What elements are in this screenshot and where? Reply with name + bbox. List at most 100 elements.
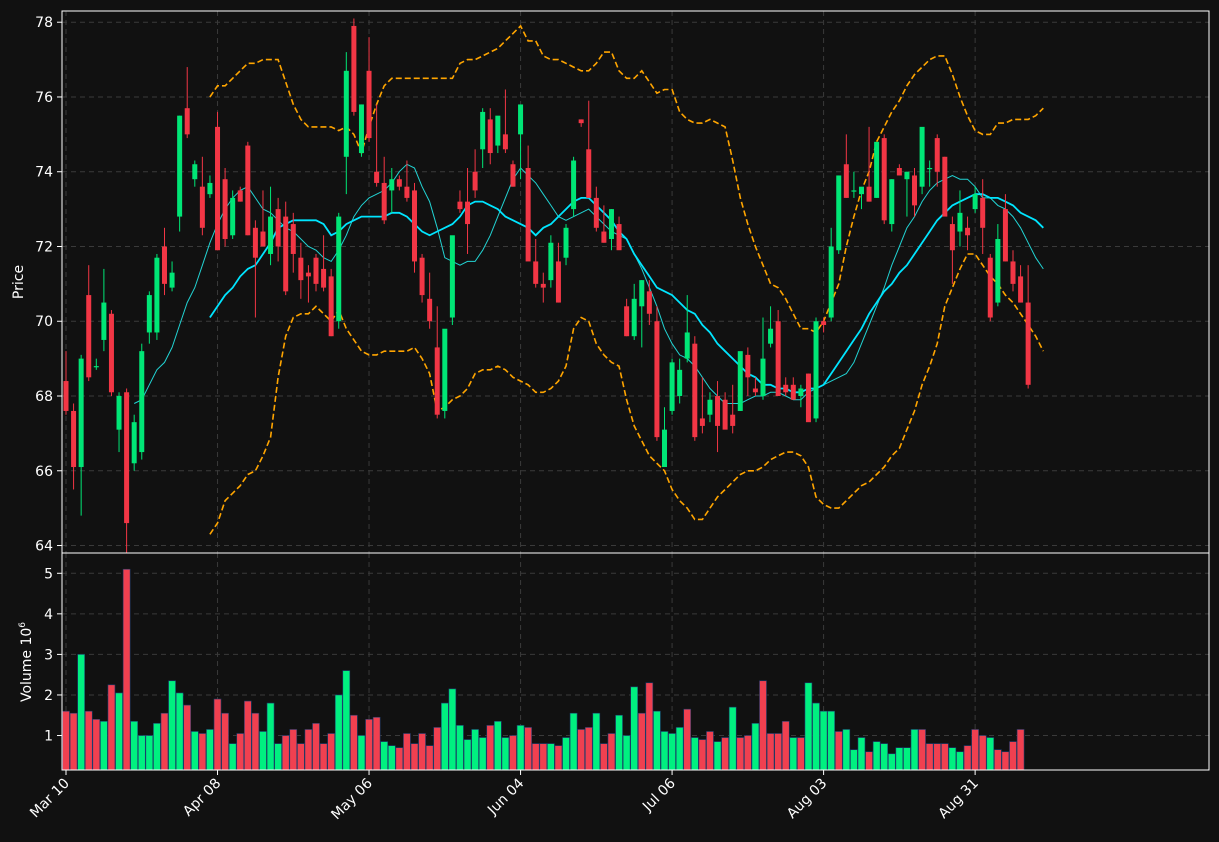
volume-bar xyxy=(190,731,199,771)
volume-bar xyxy=(115,692,123,771)
candle-body xyxy=(692,343,698,438)
candle-body xyxy=(146,295,152,333)
candlestick xyxy=(1025,265,1031,389)
volume-bar xyxy=(387,745,396,771)
candle-body xyxy=(71,410,77,468)
price-tick-label: 64 xyxy=(35,539,53,555)
candlestick xyxy=(836,175,842,254)
candlestick xyxy=(571,156,577,217)
candle-body xyxy=(624,306,630,337)
candlestick xyxy=(215,111,221,251)
candlestick xyxy=(942,156,948,217)
candle-body xyxy=(805,373,811,423)
volume-bar xyxy=(509,735,517,771)
candlestick xyxy=(146,291,152,344)
candlestick xyxy=(245,141,251,236)
candlestick xyxy=(487,108,493,165)
candle-body xyxy=(813,321,819,419)
candle-body xyxy=(533,261,539,284)
volume-bar xyxy=(941,743,949,771)
volume-bar xyxy=(69,712,78,771)
volume-bar xyxy=(736,737,745,771)
candlestick xyxy=(184,67,190,139)
candlestick xyxy=(328,268,334,337)
candlestick xyxy=(116,392,122,453)
candle-body xyxy=(798,388,804,397)
volume-bar xyxy=(887,753,896,771)
candlestick xyxy=(934,134,940,187)
volume-bar xyxy=(789,737,798,771)
candle-body xyxy=(275,209,281,247)
candle-body xyxy=(108,313,114,393)
candlestick xyxy=(624,298,630,337)
candlestick xyxy=(555,242,561,303)
candle-body xyxy=(298,257,304,281)
candle-body xyxy=(828,246,834,318)
volume-bar xyxy=(62,710,70,771)
candlestick xyxy=(775,310,781,397)
candle-body xyxy=(616,224,622,251)
candle-body xyxy=(987,257,993,318)
candle-body xyxy=(972,194,978,210)
candle-body xyxy=(207,182,213,195)
volume-bar xyxy=(766,733,775,771)
price-y-axis: 64 66 68 70 72 74 76 78 xyxy=(35,15,62,555)
candlestick xyxy=(866,126,872,202)
lower-band-line xyxy=(209,253,1045,535)
candle-body xyxy=(381,182,387,221)
candle-body xyxy=(821,321,827,325)
volume-bar xyxy=(797,737,805,771)
volume-bar xyxy=(297,743,305,771)
candlestick xyxy=(396,175,402,191)
candle-body xyxy=(161,246,167,284)
volume-bar xyxy=(516,725,525,771)
candle-body xyxy=(305,272,311,277)
volume-bar xyxy=(637,712,646,771)
candle-body xyxy=(290,224,296,254)
volume-bar xyxy=(198,733,207,771)
candlestick xyxy=(563,224,569,266)
volume-bar xyxy=(872,741,881,771)
candle-body xyxy=(858,186,864,195)
volume-bar xyxy=(895,747,904,771)
candlestick xyxy=(502,89,508,154)
volume-bar xyxy=(903,747,911,771)
candlestick xyxy=(601,205,607,243)
candlestick xyxy=(290,212,296,273)
candle-body xyxy=(775,321,781,397)
candlestick xyxy=(366,37,372,142)
candle-body xyxy=(1002,209,1008,262)
volume-bar xyxy=(1016,729,1025,771)
volume-bar xyxy=(668,733,676,771)
candlestick xyxy=(995,224,1001,307)
volume-bar xyxy=(554,745,563,771)
volume-axis-label-text: Volume 10 xyxy=(19,628,35,702)
volume-bar xyxy=(213,698,222,771)
candlestick xyxy=(608,209,614,251)
candlestick xyxy=(987,253,993,322)
candlestick xyxy=(737,351,743,411)
volume-bar xyxy=(486,725,495,771)
volume-bar xyxy=(153,723,161,771)
candlestick xyxy=(404,160,410,202)
price-tick-label: 66 xyxy=(35,464,53,480)
candle-body xyxy=(518,104,524,135)
candle-body xyxy=(1018,276,1024,303)
volume-bar xyxy=(251,712,260,771)
volume-bar xyxy=(645,682,654,771)
candlestick xyxy=(525,145,531,262)
candle-body xyxy=(563,227,569,258)
candlestick xyxy=(639,280,645,348)
candlestick xyxy=(957,190,963,247)
candlestick xyxy=(677,358,683,404)
candlestick xyxy=(540,272,546,303)
candlestick xyxy=(207,175,213,198)
candlestick xyxy=(192,160,198,187)
candle-body xyxy=(93,366,99,368)
volume-bar xyxy=(425,745,434,771)
candlestick xyxy=(63,351,69,415)
volume-bar xyxy=(350,714,358,771)
candle-body xyxy=(669,362,675,411)
candlestick xyxy=(730,384,736,434)
